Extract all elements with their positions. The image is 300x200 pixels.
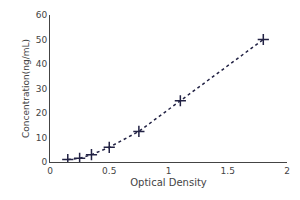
svg-text:60: 60 xyxy=(36,10,48,20)
svg-text:0: 0 xyxy=(41,157,47,167)
svg-text:1: 1 xyxy=(166,166,172,176)
svg-text:40: 40 xyxy=(36,59,48,69)
svg-text:1.5: 1.5 xyxy=(221,166,235,176)
svg-text:2: 2 xyxy=(284,166,290,176)
svg-text:20: 20 xyxy=(36,108,48,118)
svg-text:Concentration(ng/mL): Concentration(ng/mL) xyxy=(21,39,31,138)
svg-text:30: 30 xyxy=(36,84,48,94)
svg-text:0: 0 xyxy=(47,166,53,176)
svg-text:Optical Density: Optical Density xyxy=(130,177,207,188)
svg-text:10: 10 xyxy=(36,133,48,143)
svg-text:50: 50 xyxy=(36,35,48,45)
svg-text:0.5: 0.5 xyxy=(102,166,116,176)
